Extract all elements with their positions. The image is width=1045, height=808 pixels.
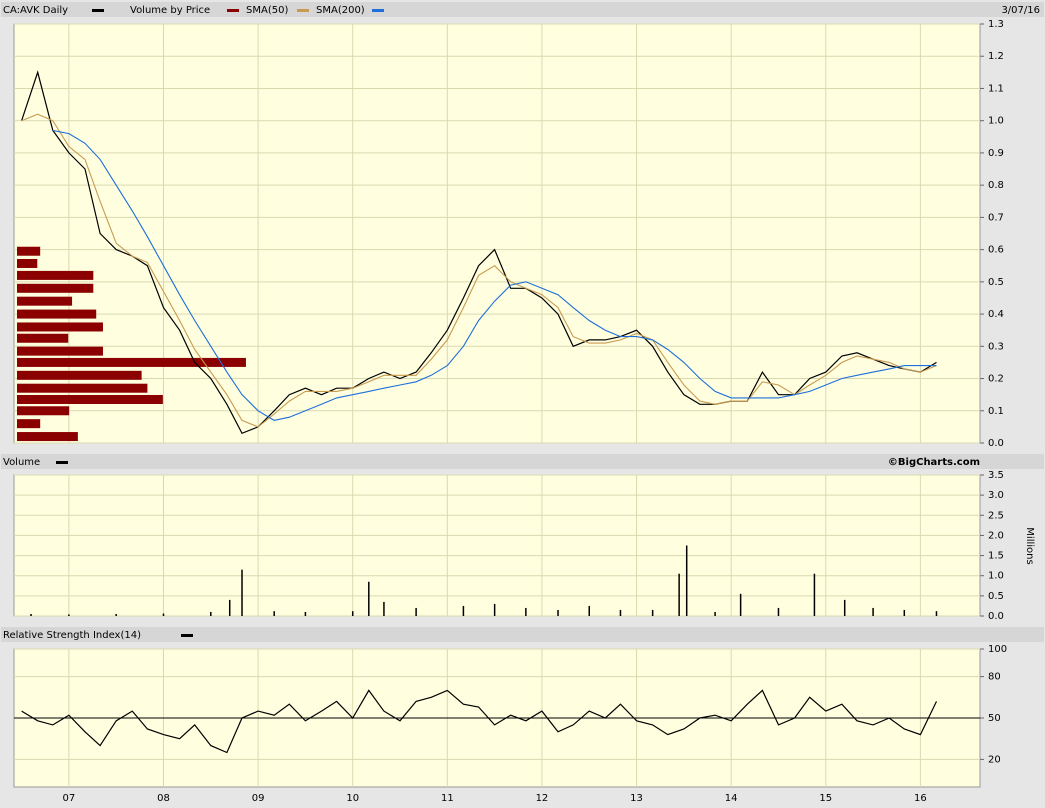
x-tick-label: 13 <box>630 793 643 804</box>
y-tick-label: 0.0 <box>988 611 1004 622</box>
x-tick-label: 16 <box>914 793 927 804</box>
x-tick-label: 12 <box>536 793 549 804</box>
date-label: 3/07/16 <box>1001 5 1040 16</box>
y-tick-label: 0.5 <box>988 591 1004 602</box>
y-tick-label: 1.0 <box>988 571 1004 582</box>
x-tick-label: 10 <box>346 793 359 804</box>
x-tick-label: 11 <box>441 793 454 804</box>
legend-swatch <box>372 9 384 12</box>
y-tick-label: 20 <box>988 754 1001 765</box>
legend-label: CA:AVK Daily <box>3 5 68 16</box>
header-bar <box>1 627 1044 642</box>
header-bar <box>1 454 1044 469</box>
volume-by-price-bar <box>17 283 94 293</box>
plot-area <box>13 474 981 617</box>
y-tick-label: 0.0 <box>988 438 1004 449</box>
y-tick-label: 0.7 <box>988 212 1004 223</box>
y-tick-label: 0.8 <box>988 180 1004 191</box>
y-tick-label: 1.0 <box>988 116 1004 127</box>
header-bar <box>1 2 1044 17</box>
legend-swatch <box>56 461 68 464</box>
x-tick-label: 15 <box>819 793 832 804</box>
x-tick-label: 08 <box>157 793 170 804</box>
y-tick-label: 1.2 <box>988 51 1004 62</box>
y-axis-label: Millions <box>1024 527 1035 564</box>
volume-by-price-bar <box>17 258 38 268</box>
series-line <box>21 689 938 754</box>
volume-by-price-bar <box>17 419 41 429</box>
volume-by-price-bar <box>17 322 103 332</box>
y-tick-label: 1.1 <box>988 83 1004 94</box>
x-tick-label: 09 <box>252 793 265 804</box>
y-tick-label: 2.0 <box>988 530 1004 541</box>
legend-label: Volume by Price <box>130 5 210 16</box>
volume-by-price-bar <box>17 246 41 256</box>
y-tick-label: 3.0 <box>988 490 1004 501</box>
series-line <box>21 70 937 435</box>
volume-by-price-bar <box>17 432 78 442</box>
legend-swatch <box>92 9 104 12</box>
x-tick-label: 07 <box>63 793 76 804</box>
y-tick-label: 50 <box>988 713 1001 724</box>
y-tick-label: 0.3 <box>988 341 1004 352</box>
plot-area <box>13 23 981 444</box>
series-line <box>21 113 937 428</box>
y-tick-label: 1.3 <box>988 19 1004 30</box>
y-tick-label: 1.5 <box>988 551 1004 562</box>
legend-label: Relative Strength Index(14) <box>3 630 141 641</box>
credit: ©BigCharts.com <box>888 457 980 468</box>
volume-by-price-bar <box>17 357 246 367</box>
volume-by-price-bar <box>17 346 103 356</box>
y-tick-label: 0.1 <box>988 406 1004 417</box>
legend-swatch <box>181 634 193 637</box>
y-tick-label: 0.4 <box>988 309 1004 320</box>
y-tick-label: 3.5 <box>988 470 1004 481</box>
volume-by-price-bar <box>17 383 148 393</box>
legend-label: SMA(50) <box>246 5 288 16</box>
y-tick-label: 80 <box>988 672 1001 683</box>
y-tick-label: 0.9 <box>988 148 1004 159</box>
volume-by-price-bar <box>17 394 163 404</box>
legend-label: SMA(200) <box>316 5 365 16</box>
volume-by-price-bar <box>17 370 142 380</box>
legend-swatch <box>227 9 239 12</box>
y-tick-label: 100 <box>988 644 1007 655</box>
volume-by-price-bar <box>17 270 94 280</box>
series-line <box>52 129 937 421</box>
volume-by-price-bar <box>17 406 70 416</box>
volume-by-price-bar <box>17 333 69 343</box>
y-tick-label: 0.5 <box>988 277 1004 288</box>
y-tick-label: 0.6 <box>988 245 1004 256</box>
x-tick-label: 14 <box>725 793 738 804</box>
y-tick-label: 0.2 <box>988 374 1004 385</box>
legend-swatch <box>297 9 309 12</box>
volume-by-price-bar <box>17 309 97 319</box>
y-tick-label: 2.5 <box>988 510 1004 521</box>
volume-by-price-bar <box>17 296 73 306</box>
legend-label: Volume <box>3 457 40 468</box>
